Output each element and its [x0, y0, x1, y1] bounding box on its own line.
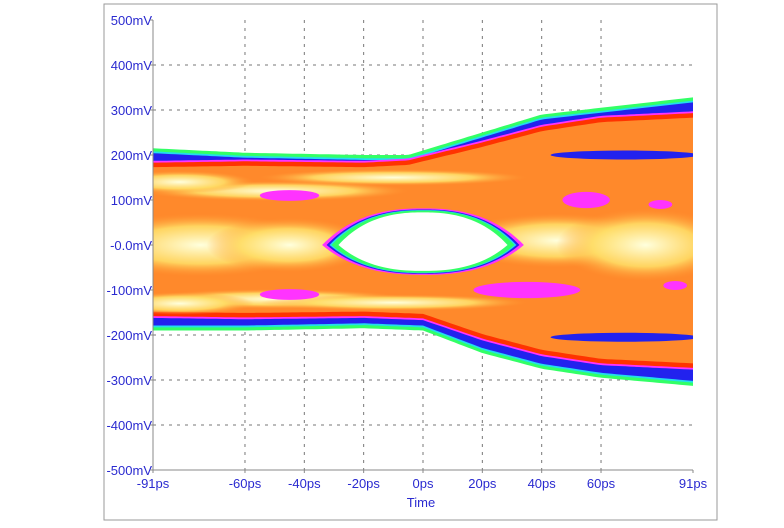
x-tick-label: 0ps: [413, 476, 434, 491]
high-density-trace: [153, 292, 254, 315]
high-density-trace: [153, 170, 254, 194]
y-tick-label: -500mV: [106, 463, 152, 478]
signal-density-bands: [153, 97, 693, 386]
high-density-trace: [206, 218, 373, 272]
y-tick-label: 100mV: [111, 193, 153, 208]
x-tick-label: 40ps: [528, 476, 557, 491]
x-tick-label: -91ps: [137, 476, 170, 491]
x-tick-label: 20ps: [468, 476, 497, 491]
x-tick-label: 60ps: [587, 476, 616, 491]
y-tick-label: 200mV: [111, 148, 153, 163]
x-tick-labels: -91ps -60ps -40ps -20ps 0ps 20ps 40ps 60ps 91ps: [137, 470, 708, 491]
density-pocket: [550, 150, 693, 160]
density-pocket: [550, 332, 693, 342]
y-tick-label: -0.0mV: [110, 238, 152, 253]
y-tick-label: -300mV: [106, 373, 152, 388]
density-pocket: [259, 289, 320, 300]
eye-opening: [338, 212, 508, 271]
high-density-trace: [259, 294, 527, 311]
x-tick-label: -60ps: [229, 476, 262, 491]
x-axis-label: Time: [407, 495, 435, 510]
x-tick-label: -40ps: [288, 476, 321, 491]
density-pocket: [562, 191, 610, 209]
y-tick-label: 500mV: [111, 13, 153, 28]
density-pocket: [663, 281, 688, 290]
x-tick-label: 91ps: [679, 476, 708, 491]
high-density-trace: [556, 209, 693, 281]
y-tick-labels: 500mV 400mV 300mV 200mV 100mV -0.0mV -100mV -20…: [106, 13, 153, 478]
density-pocket: [648, 200, 673, 209]
density-pocket: [473, 281, 581, 299]
y-tick-label: -200mV: [106, 328, 152, 343]
y-tick-label: -100mV: [106, 283, 152, 298]
x-tick-label: -20ps: [347, 476, 380, 491]
y-tick-label: 300mV: [111, 103, 153, 118]
high-density-trace: [259, 169, 527, 186]
y-tick-label: 400mV: [111, 58, 153, 73]
density-pocket: [259, 190, 320, 201]
y-tick-label: -400mV: [106, 418, 152, 433]
